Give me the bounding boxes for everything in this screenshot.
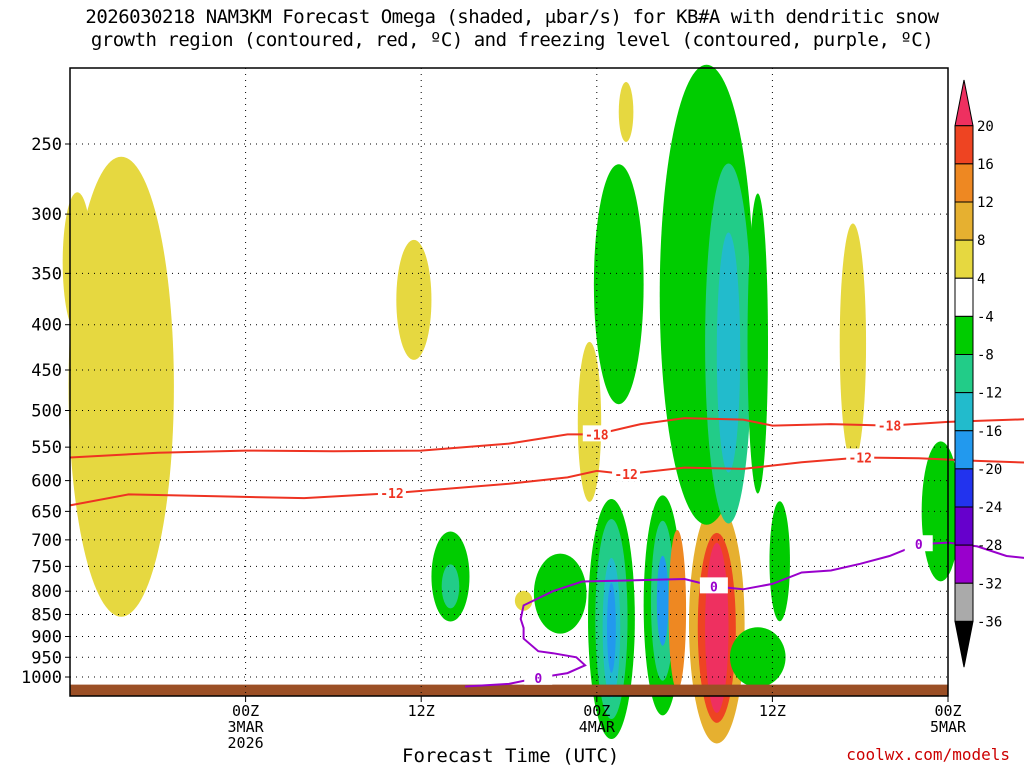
omega-shade-cell (729, 627, 786, 688)
legend-label: 8 (977, 233, 985, 249)
freezing-label-0: 0 (710, 580, 718, 595)
y-tick-label: 300 (31, 205, 62, 225)
y-tick-label: 450 (31, 361, 62, 381)
x-tick-label: 00Z (583, 702, 610, 720)
legend-label: 4 (977, 271, 985, 287)
y-tick-label: 800 (31, 582, 62, 602)
legend-label: -8 (977, 348, 994, 364)
freezing-label-0: 0 (915, 538, 923, 553)
x-tick-label: 3MAR (228, 718, 265, 736)
omega-shade-cell (577, 341, 602, 502)
legend-swatch (954, 201, 974, 241)
dendritic-contour-line (69, 417, 1024, 459)
legend-swatch (954, 125, 974, 165)
omega-shade-cell (747, 193, 769, 494)
omega-shade-cell (396, 239, 432, 360)
contour-label-background (699, 577, 728, 594)
x-tick-label: 12Z (408, 702, 435, 720)
omega-shade-cell (607, 582, 616, 673)
legend-label: 12 (977, 195, 994, 211)
legend-label: -16 (977, 424, 1002, 440)
ground-surface (70, 684, 948, 696)
y-tick-label: 950 (31, 648, 62, 668)
legend-swatch (954, 430, 974, 470)
y-tick-label: 1000 (21, 668, 62, 688)
y-tick-label: 650 (31, 502, 62, 522)
legend-swatch (954, 277, 974, 317)
credit-text: coolwx.com/models (846, 745, 1010, 764)
legend-swatch (954, 468, 974, 508)
legend-swatch (954, 79, 974, 127)
y-tick-label: 600 (31, 472, 62, 492)
legend-label: -4 (977, 309, 994, 325)
y-tick-label: 500 (31, 402, 62, 422)
omega-shade-cell (668, 529, 687, 690)
omega-shade-cell (533, 553, 587, 634)
contour-label-background (612, 465, 641, 482)
contour-label-minus12: -12 (614, 468, 637, 483)
legend-label: -28 (977, 538, 1002, 554)
legend-label: -36 (977, 614, 1002, 630)
y-tick-label: 400 (31, 316, 62, 336)
omega-shade-cell (716, 232, 741, 473)
legend-swatch (954, 544, 974, 584)
plot-frame (69, 67, 949, 697)
y-tick-label: 250 (31, 135, 62, 155)
x-tick-label: 12Z (759, 702, 786, 720)
legend-label: -20 (977, 462, 1002, 478)
omega-shade-cell (769, 501, 790, 622)
legend-label: 16 (977, 157, 994, 173)
legend-swatch (954, 239, 974, 279)
y-tick-label: 350 (31, 264, 62, 284)
x-tick-label: 00Z (232, 702, 259, 720)
contour-label-minus18: -18 (585, 428, 609, 443)
y-tick-label: 850 (31, 606, 62, 626)
legend-swatch (954, 506, 974, 546)
omega-shade-cell (441, 564, 460, 609)
legend-swatch (954, 163, 974, 203)
freezing-level-contour-line (465, 541, 1024, 688)
legend-label: -12 (977, 386, 1002, 402)
omega-shade-cell (89, 255, 154, 596)
omega-shade-cell (656, 555, 669, 646)
contour-label-minus12: -12 (848, 451, 871, 466)
dendritic-contour-line (69, 456, 1024, 507)
legend-swatch (954, 392, 974, 432)
legend-swatch (954, 354, 974, 394)
legend-label: 20 (977, 119, 994, 135)
legend-label: -32 (977, 576, 1002, 592)
contour-label-background (904, 535, 933, 552)
omega-shade-cell (593, 164, 644, 405)
omega-shade-cell (618, 81, 634, 142)
omega-shade-cell (839, 223, 867, 464)
legend-swatch (954, 582, 974, 622)
x-axis-label: Forecast Time (UTC) (402, 745, 620, 767)
y-tick-label: 700 (31, 531, 62, 551)
legend-swatch (954, 620, 974, 668)
chart-title-line-1: 2026030218 NAM3KM Forecast Omega (shaded… (85, 6, 939, 28)
legend-label: -24 (977, 500, 1002, 516)
contour-label-background (524, 668, 553, 685)
x-tick-label: 4MAR (579, 718, 616, 736)
contour-label-minus18: -18 (878, 420, 902, 435)
x-tick-label: 2026 (228, 734, 264, 752)
contour-label-background (875, 416, 904, 433)
y-tick-label: 750 (31, 557, 62, 577)
legend-swatch (954, 315, 974, 355)
omega-shade-cell (514, 590, 533, 611)
contour-label-background (846, 448, 875, 465)
contour-label-minus12: -12 (380, 487, 403, 502)
x-tick-label: 00Z (934, 702, 961, 720)
contour-label-background (582, 425, 611, 442)
x-tick-label: 5MAR (930, 718, 967, 736)
omega-shade-cell (62, 192, 92, 333)
y-tick-label: 900 (31, 627, 62, 647)
chart-title-line-2: growth region (contoured, red, ºC) and f… (90, 29, 934, 51)
y-tick-label: 550 (31, 438, 62, 458)
contour-label-background (377, 484, 406, 501)
freezing-label-0: 0 (534, 672, 542, 687)
